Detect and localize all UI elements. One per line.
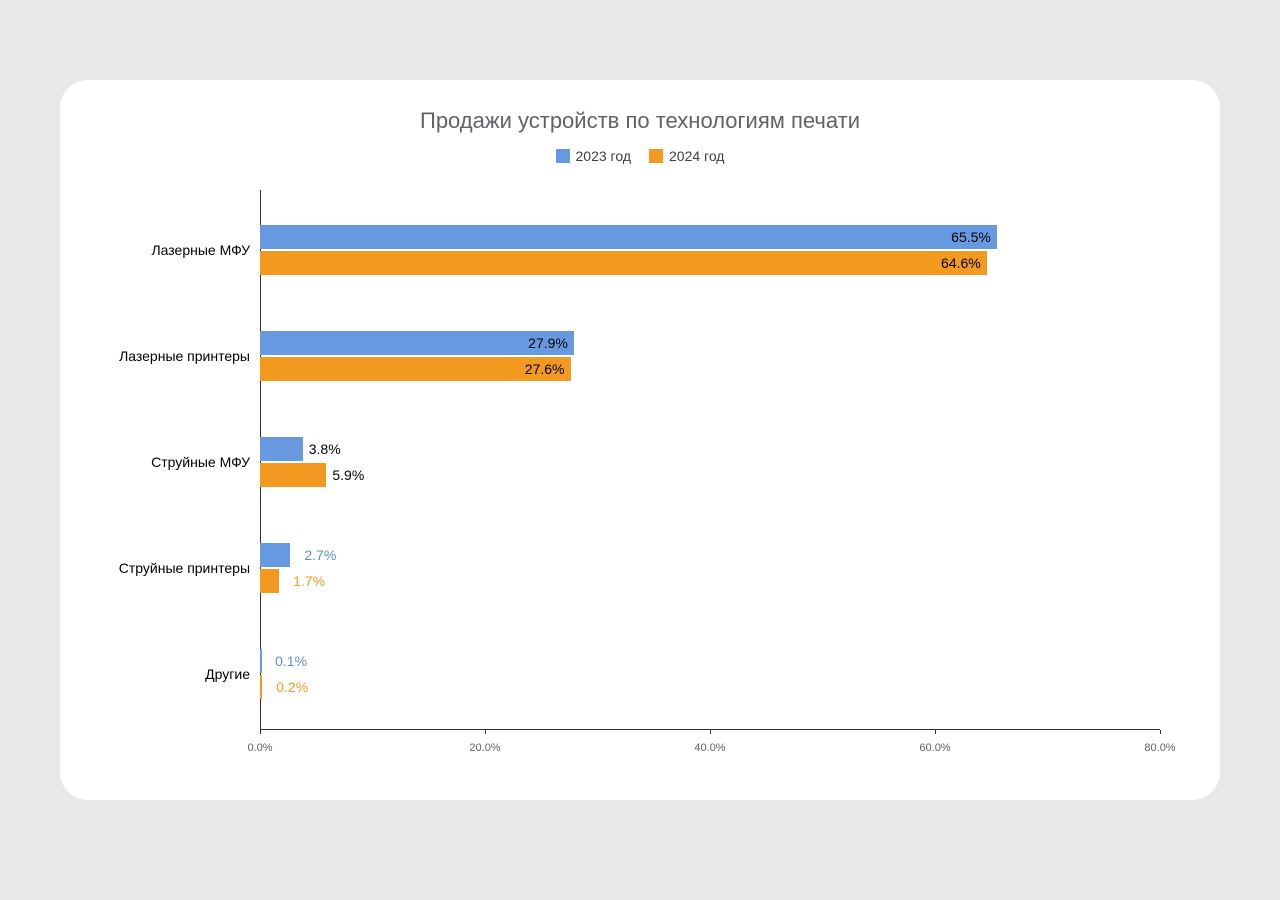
- bar: [260, 437, 303, 461]
- legend: 2023 год 2024 год: [60, 148, 1220, 164]
- plot-area: 0.0%20.0%40.0%60.0%80.0%Лазерные МФУ65.5…: [260, 190, 1160, 760]
- bar: [260, 543, 290, 567]
- bar: [260, 675, 262, 699]
- bar: [260, 463, 326, 487]
- bar-value-label: 3.8%: [309, 441, 341, 457]
- x-tick-label: 60.0%: [919, 742, 950, 754]
- bar: [260, 649, 262, 673]
- category-label: Лазерные МФУ: [151, 242, 260, 258]
- legend-label-2023: 2023 год: [576, 148, 631, 164]
- bar-value-label: 64.6%: [264, 255, 981, 271]
- bar-value-label: 27.9%: [264, 335, 568, 351]
- bar-value-label: 0.1%: [275, 653, 307, 669]
- x-tick-label: 0.0%: [247, 742, 272, 754]
- category-label: Струйные МФУ: [151, 454, 260, 470]
- x-tick-label: 80.0%: [1144, 742, 1175, 754]
- legend-swatch-2023: [556, 149, 570, 163]
- legend-item-2024: 2024 год: [649, 148, 724, 164]
- x-tick-mark: [935, 730, 936, 734]
- x-tick-label: 40.0%: [694, 742, 725, 754]
- chart-card: Продажи устройств по технологиям печати …: [60, 80, 1220, 800]
- x-tick-mark: [710, 730, 711, 734]
- bar-value-label: 2.7%: [304, 547, 336, 563]
- x-tick-label: 20.0%: [469, 742, 500, 754]
- bar-value-label: 27.6%: [264, 361, 565, 377]
- x-tick-mark: [260, 730, 261, 734]
- legend-label-2024: 2024 год: [669, 148, 724, 164]
- bar: [260, 569, 279, 593]
- category-label: Другие: [205, 666, 260, 682]
- bar-value-label: 65.5%: [264, 229, 991, 245]
- bar-value-label: 0.2%: [276, 679, 308, 695]
- x-tick-mark: [485, 730, 486, 734]
- legend-swatch-2024: [649, 149, 663, 163]
- chart-title: Продажи устройств по технологиям печати: [60, 108, 1220, 134]
- x-tick-mark: [1160, 730, 1161, 734]
- category-label: Лазерные принтеры: [119, 348, 260, 364]
- bar-value-label: 5.9%: [332, 467, 364, 483]
- bar-value-label: 1.7%: [293, 573, 325, 589]
- category-label: Струйные принтеры: [119, 560, 260, 576]
- legend-item-2023: 2023 год: [556, 148, 631, 164]
